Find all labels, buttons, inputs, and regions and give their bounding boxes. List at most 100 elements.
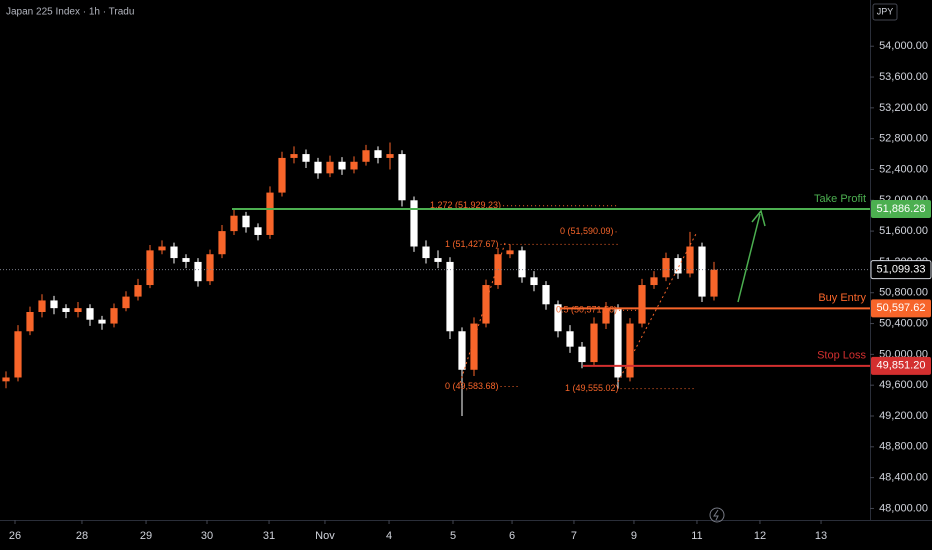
candle-body <box>2 377 10 382</box>
candle-body <box>62 308 70 312</box>
x-tick-label: 26 <box>9 530 21 542</box>
candle-body <box>146 250 154 286</box>
candle-body <box>26 312 34 332</box>
candle-body <box>242 215 250 228</box>
candle-body <box>14 331 22 378</box>
candle-body <box>290 154 298 158</box>
candle-body <box>86 308 94 320</box>
candle-body <box>446 261 454 332</box>
x-tick-label: 11 <box>691 530 702 542</box>
x-tick-label: 9 <box>631 530 637 542</box>
y-tick-label: 48,800.00 <box>879 441 928 453</box>
candle-body <box>662 258 670 278</box>
candle-body <box>362 150 370 162</box>
fib-label: 1 (49,555.02) <box>565 383 619 393</box>
x-tick-label: 29 <box>140 530 152 542</box>
candle-body <box>566 331 574 347</box>
x-tick-label: 12 <box>754 530 766 542</box>
last-price-label: 51,099.33 <box>877 264 926 276</box>
last-price-tag <box>870 260 932 280</box>
y-tick-label: 52,400.00 <box>879 163 928 175</box>
candle-body <box>674 258 682 274</box>
candle-body <box>350 161 358 170</box>
y-tick-label: 51,600.00 <box>879 225 928 237</box>
candle-body <box>38 300 46 312</box>
candle-body <box>266 192 274 235</box>
chart-title: Japan 225 Index · 1h · Tradu <box>6 7 134 18</box>
x-tick-label: 4 <box>386 530 392 542</box>
candle-body <box>698 246 706 297</box>
fib-label: 0 (49,583.68) <box>445 381 499 391</box>
x-tick-label: 31 <box>263 530 275 542</box>
candle-body <box>470 323 478 370</box>
candle-body <box>578 346 586 363</box>
level-tag <box>871 299 931 318</box>
x-tick-label: 7 <box>571 530 577 542</box>
candle-body <box>338 161 346 170</box>
y-tick-label: 50,800.00 <box>879 287 928 299</box>
candle-body <box>374 150 382 158</box>
candle-body <box>386 154 394 158</box>
level-price: 50,597.62 <box>877 302 926 314</box>
candle-body <box>530 277 538 286</box>
level-name: Buy Entry <box>818 292 866 304</box>
projection-arrow <box>737 209 766 303</box>
candle-body <box>194 261 202 282</box>
candle-body <box>50 300 58 309</box>
candle-body <box>410 200 418 247</box>
candle-body <box>326 161 334 174</box>
y-tick-label: 48,400.00 <box>879 472 928 484</box>
currency[interactable]: JPY <box>877 6 894 16</box>
x-tick-label: Nov <box>315 530 335 542</box>
candle-body <box>134 285 142 297</box>
fib-label: 1 (51,427.67) <box>445 239 499 249</box>
candle-body <box>230 215 238 232</box>
y-tick-label: 54,000.00 <box>879 40 928 52</box>
candle-body <box>482 285 490 324</box>
currency-box[interactable] <box>872 3 898 21</box>
x-tick-label: 5 <box>450 530 456 542</box>
candle-body <box>518 250 526 278</box>
candle-body <box>206 254 214 282</box>
fib-diagonal <box>617 231 698 383</box>
y-tick-label: 50,400.00 <box>879 317 928 329</box>
candle-body <box>182 258 190 262</box>
y-tick-label: 53,600.00 <box>879 71 928 83</box>
fib-label: 0.5 (50,571.56) <box>556 305 617 315</box>
candle-body <box>614 308 622 378</box>
y-tick-label: 52,800.00 <box>879 133 928 145</box>
candle-body <box>638 285 646 324</box>
candle-body <box>542 285 550 305</box>
x-tick-label: 6 <box>509 530 515 542</box>
candle-body <box>74 308 82 312</box>
candle-body <box>626 323 634 378</box>
candle-body <box>650 277 658 286</box>
candle-body <box>458 331 466 370</box>
candle-body <box>218 231 226 255</box>
candle-body <box>422 246 430 259</box>
candle-body <box>602 308 610 324</box>
candle-body <box>506 250 514 255</box>
y-tick-label: 49,600.00 <box>879 379 928 391</box>
level-name: Take Profit <box>814 193 866 205</box>
x-tick-label: 28 <box>76 530 88 542</box>
lightning-glyph <box>713 509 719 521</box>
candle-body <box>254 227 262 235</box>
y-tick-label: 48,000.00 <box>879 502 928 514</box>
candle-body <box>170 246 178 259</box>
candle-body <box>686 246 694 274</box>
candle-body <box>302 154 310 162</box>
fib-label: 1.272 (51,929.23) <box>430 200 501 210</box>
candle-body <box>554 304 562 332</box>
x-tick-label: 13 <box>815 530 827 542</box>
y-tick-label: 49,200.00 <box>879 410 928 422</box>
fib-label: 0 (51,590.09) <box>560 226 614 236</box>
candle-body <box>278 157 286 193</box>
candle-body <box>158 246 166 251</box>
candle-body <box>98 319 106 324</box>
candle-body <box>122 296 130 309</box>
lightning-icon[interactable] <box>709 507 725 523</box>
candle-body <box>110 308 118 324</box>
